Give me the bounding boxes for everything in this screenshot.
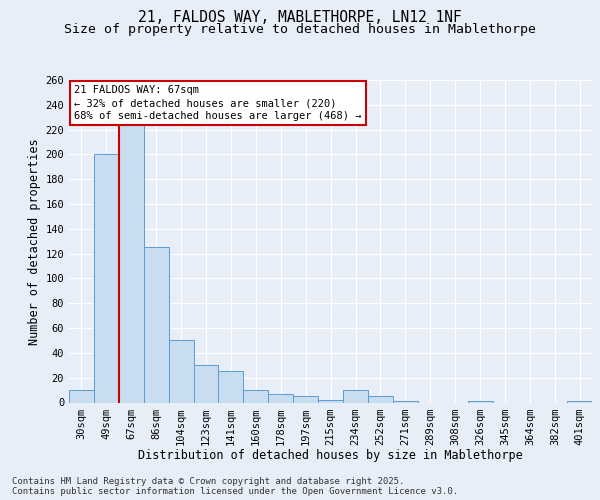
Text: Contains HM Land Registry data © Crown copyright and database right 2025.: Contains HM Land Registry data © Crown c… — [12, 477, 404, 486]
Bar — [194, 366, 218, 403]
Text: Size of property relative to detached houses in Mablethorpe: Size of property relative to detached ho… — [64, 22, 536, 36]
Text: 21 FALDOS WAY: 67sqm
← 32% of detached houses are smaller (220)
68% of semi-deta: 21 FALDOS WAY: 67sqm ← 32% of detached h… — [74, 85, 362, 121]
Bar — [169, 340, 194, 402]
Bar — [119, 105, 144, 403]
Bar — [218, 372, 244, 402]
Y-axis label: Number of detached properties: Number of detached properties — [28, 138, 41, 344]
Bar — [144, 248, 169, 402]
Bar — [268, 394, 293, 402]
Bar — [293, 396, 318, 402]
Bar — [94, 154, 119, 402]
Bar — [244, 390, 268, 402]
Bar — [69, 390, 94, 402]
Bar — [368, 396, 393, 402]
Text: Contains public sector information licensed under the Open Government Licence v3: Contains public sector information licen… — [12, 487, 458, 496]
X-axis label: Distribution of detached houses by size in Mablethorpe: Distribution of detached houses by size … — [138, 449, 523, 462]
Bar — [318, 400, 343, 402]
Text: 21, FALDOS WAY, MABLETHORPE, LN12 1NF: 21, FALDOS WAY, MABLETHORPE, LN12 1NF — [138, 10, 462, 25]
Bar — [343, 390, 368, 402]
